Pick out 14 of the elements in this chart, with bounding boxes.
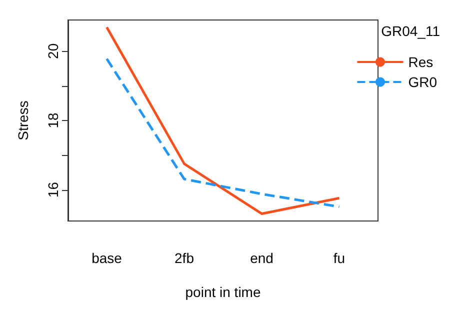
line-series: [106, 58, 340, 208]
legend-label: Res: [408, 54, 434, 70]
y-tick-label: 18: [45, 112, 61, 128]
line-series: [106, 26, 340, 215]
y-tick-label: 16: [45, 182, 61, 198]
x-tick-label: end: [250, 250, 274, 266]
x-tick-label: 2fb: [174, 250, 194, 266]
y-axis-title: Stress: [15, 100, 31, 140]
x-axis-title: point in time: [185, 284, 261, 300]
legend-title: GR04_11: [381, 23, 440, 39]
y-tick-label: 20: [45, 43, 61, 59]
legend-label: GR0: [408, 74, 438, 90]
x-tick-label: fu: [333, 250, 346, 266]
x-tick-label: base: [92, 250, 122, 266]
